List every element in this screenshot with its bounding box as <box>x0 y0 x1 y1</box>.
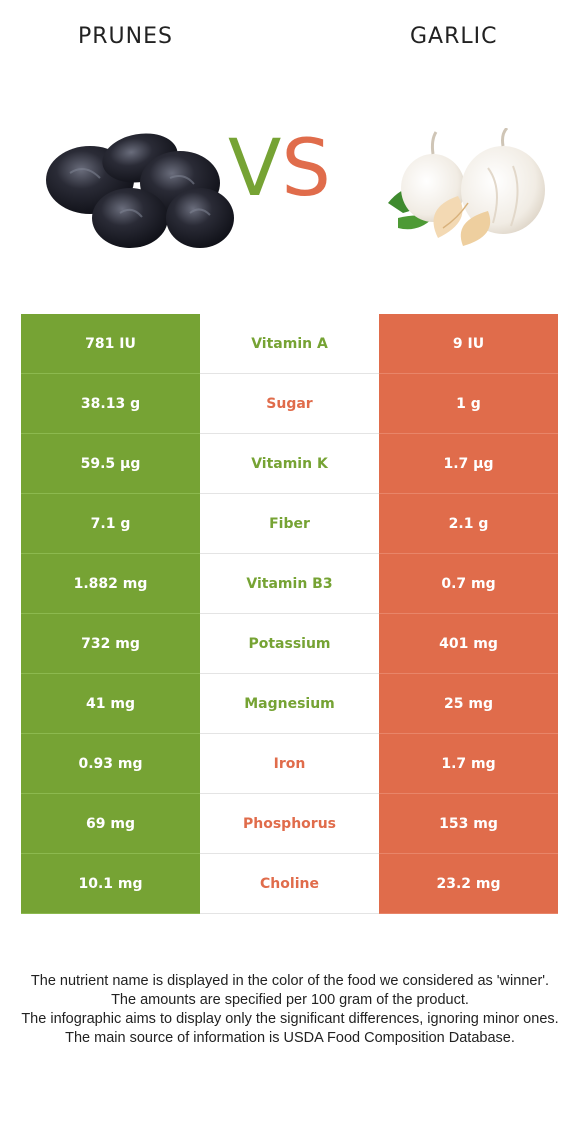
nutrient-name: Choline <box>200 854 379 913</box>
table-row: 69 mg Phosphorus 153 mg <box>21 794 558 854</box>
garlic-image <box>388 128 545 246</box>
nutrient-name: Potassium <box>200 614 379 673</box>
garlic-value: 401 mg <box>379 614 558 674</box>
garlic-value: 1 g <box>379 374 558 434</box>
prunes-value: 781 IU <box>21 314 200 374</box>
footer-line-1: The nutrient name is displayed in the co… <box>30 973 550 989</box>
table-row: 41 mg Magnesium 25 mg <box>21 674 558 734</box>
prunes-value: 7.1 g <box>21 494 200 554</box>
footer-line-2: The amounts are specified per 100 gram o… <box>111 992 469 1008</box>
prunes-value: 0.93 mg <box>21 734 200 794</box>
footer-notes: The nutrient name is displayed in the co… <box>20 972 560 1048</box>
nutrient-name: Fiber <box>200 494 379 553</box>
garlic-value: 25 mg <box>379 674 558 734</box>
nutrient-name: Vitamin B3 <box>200 554 379 613</box>
garlic-value: 23.2 mg <box>379 854 558 914</box>
nutrient-name: Iron <box>200 734 379 793</box>
footer-line-4: The main source of information is USDA F… <box>65 1030 515 1046</box>
table-row: 732 mg Potassium 401 mg <box>21 614 558 674</box>
nutrient-name: Vitamin A <box>200 314 379 373</box>
garlic-value: 1.7 mg <box>379 734 558 794</box>
prunes-value: 38.13 g <box>21 374 200 434</box>
nutrient-name: Vitamin K <box>200 434 379 493</box>
prunes-value: 69 mg <box>21 794 200 854</box>
prunes-value: 41 mg <box>21 674 200 734</box>
table-row: 38.13 g Sugar 1 g <box>21 374 558 434</box>
prunes-value: 1.882 mg <box>21 554 200 614</box>
vs-s: S <box>281 124 331 214</box>
prunes-title: PRUNES <box>78 24 173 49</box>
footer-line-3: The infographic aims to display only the… <box>21 1011 559 1027</box>
garlic-value: 2.1 g <box>379 494 558 554</box>
table-row: 10.1 mg Choline 23.2 mg <box>21 854 558 914</box>
vs-label: VS <box>228 130 331 208</box>
garlic-title: GARLIC <box>410 24 498 49</box>
nutrient-name: Magnesium <box>200 674 379 733</box>
nutrient-name: Phosphorus <box>200 794 379 853</box>
prunes-value: 10.1 mg <box>21 854 200 914</box>
table-row: 7.1 g Fiber 2.1 g <box>21 494 558 554</box>
prunes-value: 59.5 µg <box>21 434 200 494</box>
prunes-value: 732 mg <box>21 614 200 674</box>
garlic-value: 9 IU <box>379 314 558 374</box>
vs-v: V <box>228 124 282 214</box>
garlic-value: 0.7 mg <box>379 554 558 614</box>
table-row: 1.882 mg Vitamin B3 0.7 mg <box>21 554 558 614</box>
table-row: 59.5 µg Vitamin K 1.7 µg <box>21 434 558 494</box>
garlic-value: 153 mg <box>379 794 558 854</box>
table-row: 0.93 mg Iron 1.7 mg <box>21 734 558 794</box>
nutrient-name: Sugar <box>200 374 379 433</box>
prunes-image <box>46 133 234 248</box>
garlic-value: 1.7 µg <box>379 434 558 494</box>
